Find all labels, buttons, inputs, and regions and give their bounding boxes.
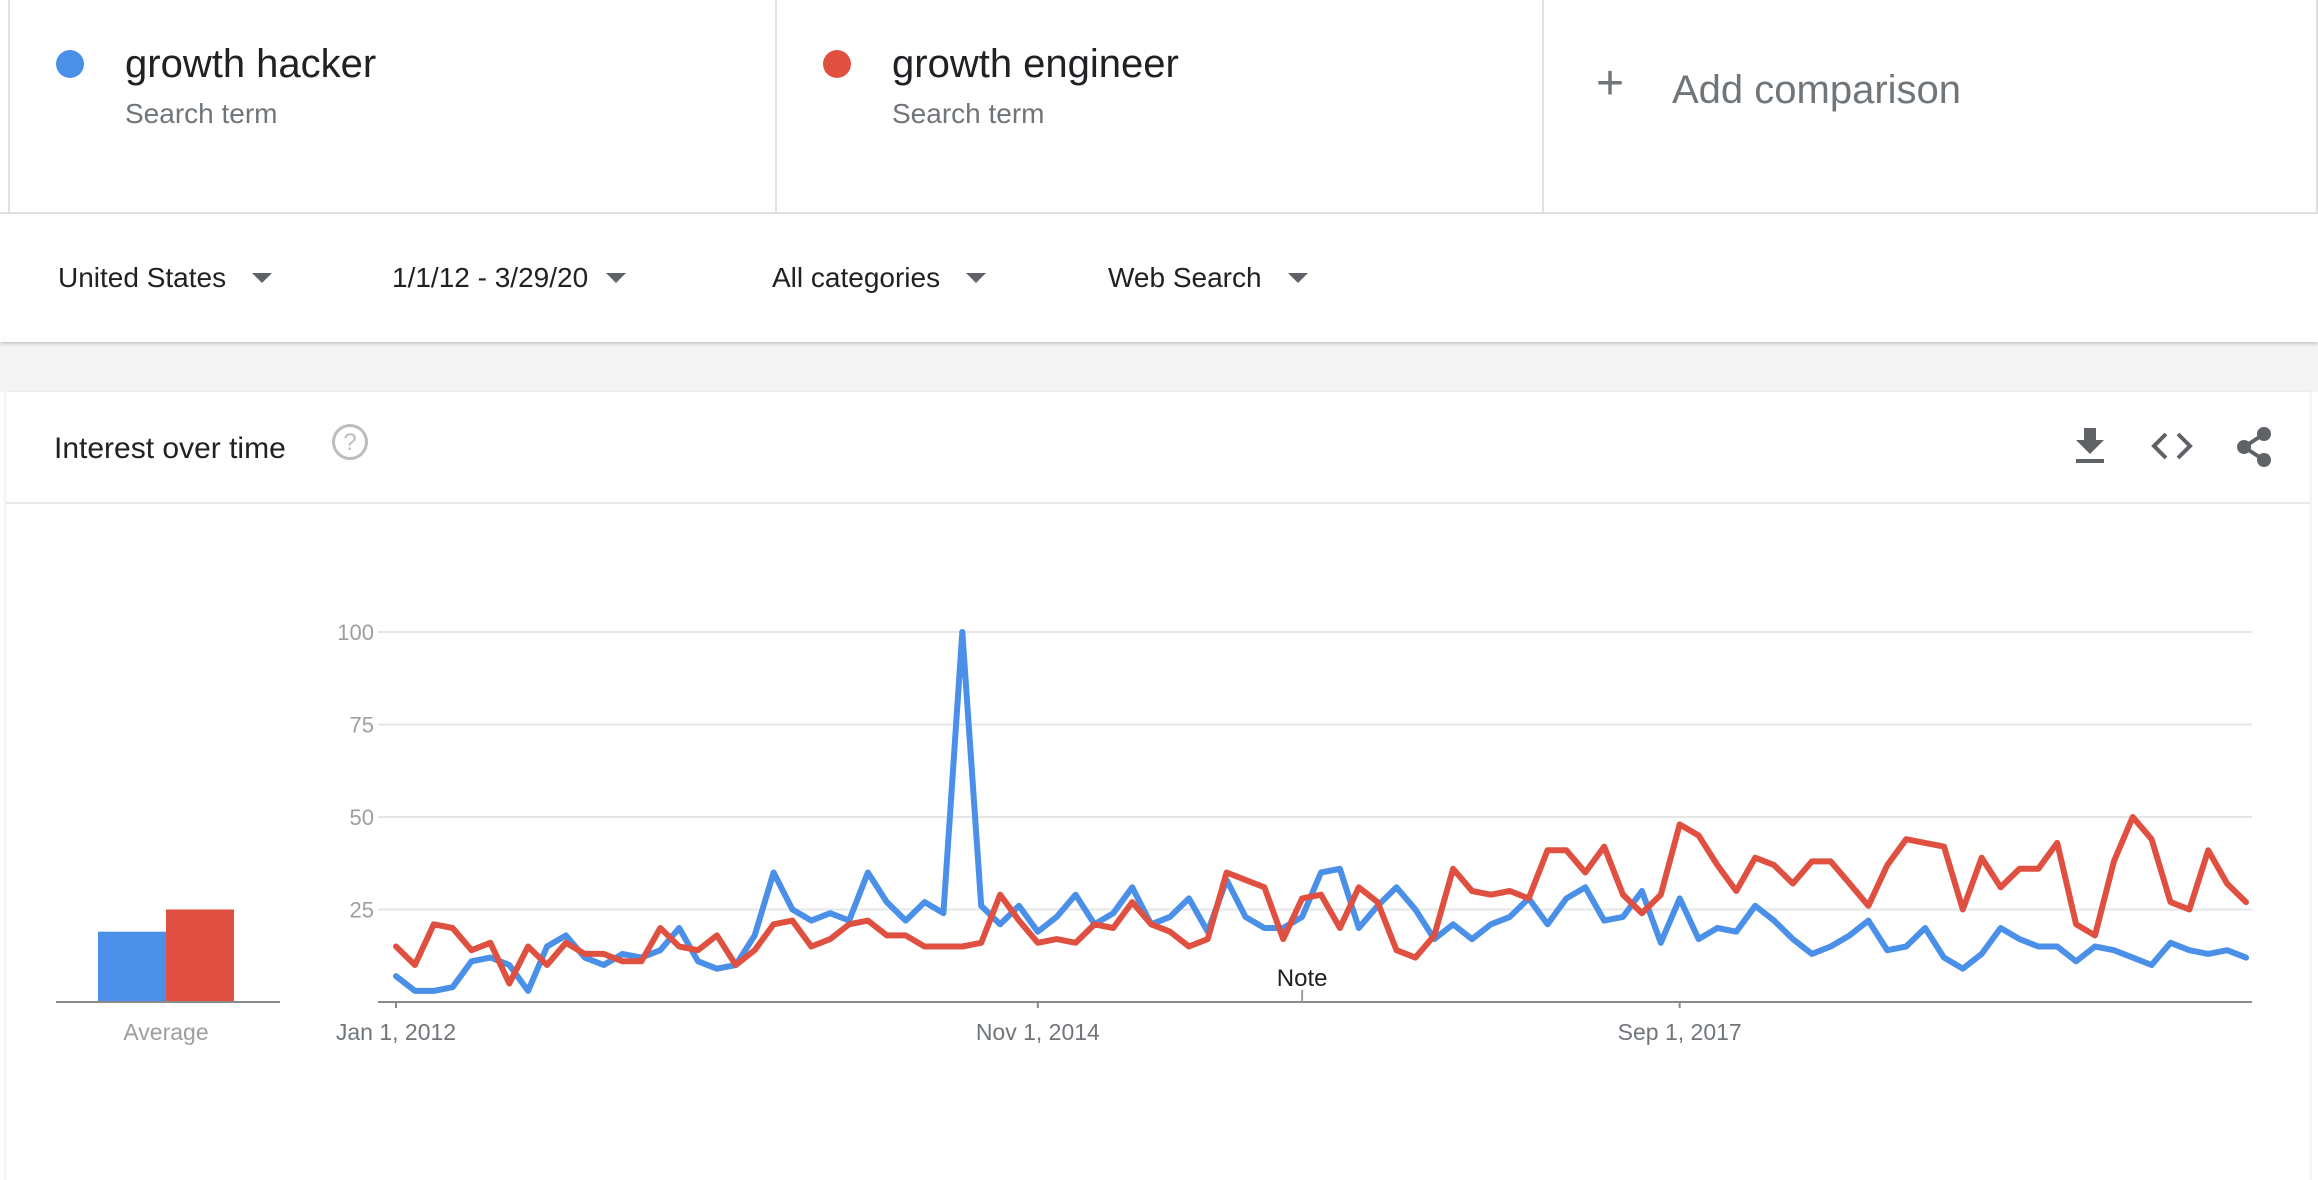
y-tick-label: 25 [350,898,374,923]
region-dropdown[interactable]: United States [58,262,273,294]
average-label: Average [123,1019,208,1045]
add-comparison-button[interactable]: + Add comparison [1542,0,2318,212]
card-title: Interest over time [54,432,286,465]
term-card-growth-engineer[interactable]: growth engineer Search term [775,0,1542,212]
series-line-growth-hacker [393,629,2249,994]
add-comparison-label: Add comparison [1672,68,1962,112]
category-label: All categories [772,262,941,293]
interest-chart: 100 75 50 25 Jan 1, 2012 Nov 1, 2014 Sep 1, 20… [56,620,2252,1045]
page-background [0,342,2318,392]
search-type-label: Web Search [1108,262,1262,293]
average-bar-growth-hacker [98,931,166,1002]
embed-icon[interactable] [2150,426,2194,466]
term-type-label: Search term [125,98,278,129]
y-tick-label: 50 [350,805,374,830]
caret-down-icon [1287,273,1308,283]
compare-bar: growth hacker Search term growth enginee… [0,0,2318,214]
term-name[interactable]: growth hacker [125,42,377,86]
download-icon[interactable] [2072,426,2108,466]
x-tick-label: Nov 1, 2014 [976,1019,1100,1045]
y-tick-label: 100 [337,620,374,645]
x-tick-label: Jan 1, 2012 [336,1019,456,1045]
term-type-label: Search term [892,98,1045,129]
category-dropdown[interactable]: All categories [772,262,987,294]
share-icon[interactable] [2234,426,2274,468]
x-tick-label: Sep 1, 2017 [1618,1019,1742,1045]
region-label: United States [58,262,227,293]
average-bar-growth-engineer [166,909,234,1002]
search-type-dropdown[interactable]: Web Search [1108,262,1308,294]
term-card-growth-hacker[interactable]: growth hacker Search term [8,0,775,212]
caret-down-icon [252,273,273,283]
note-label: Note [1277,965,1328,992]
term-name[interactable]: growth engineer [892,42,1179,86]
series-color-dot [56,50,84,78]
caret-down-icon [606,273,627,283]
card-header: Interest over time ? [6,392,2310,504]
filter-bar: United States 1/1/12 - 3/29/20 All categ… [0,214,2318,342]
caret-down-icon [966,273,987,283]
series-color-dot [823,50,851,78]
series-line-growth-engineer [393,814,2249,987]
y-tick-label: 75 [350,713,374,738]
date-range-dropdown[interactable]: 1/1/12 - 3/29/20 [392,262,627,294]
date-range-label: 1/1/12 - 3/29/20 [392,262,589,293]
plus-icon: + [1596,57,1625,110]
help-icon[interactable]: ? [332,424,368,460]
interest-over-time-card: Interest over time ? 100 75 50 25 Jan 1, 201… [6,392,2310,1180]
